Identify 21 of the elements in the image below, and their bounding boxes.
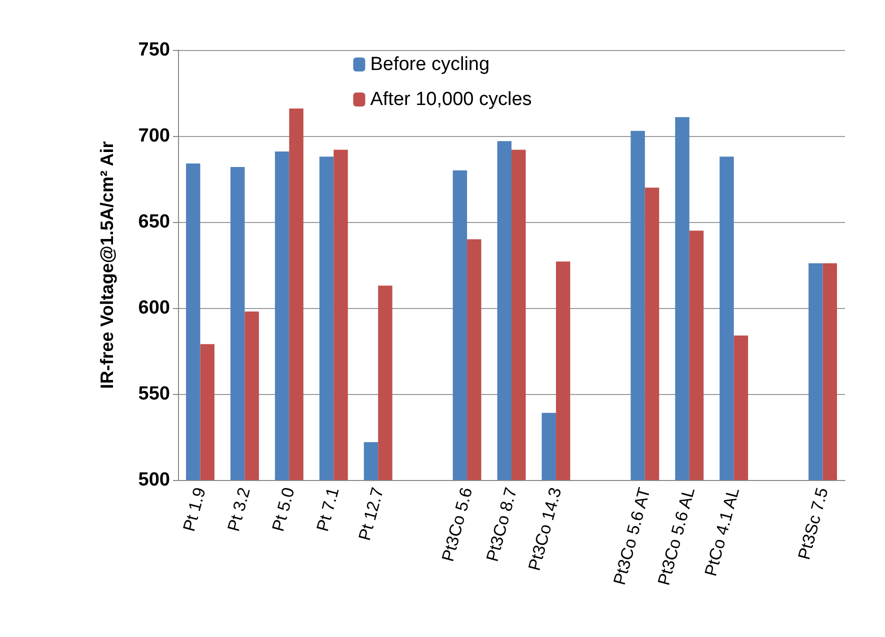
x-tick-label: Pt 5.0 <box>268 486 298 534</box>
x-tick-label: Pt 3.2 <box>224 486 254 534</box>
y-axis-title: IR-free Voltage@1.5A/cm² Air <box>97 141 117 389</box>
x-tick-label: Pt3Co 5.6 <box>438 486 476 564</box>
x-tick-label: Pt3Co 5.6 AL <box>654 486 699 588</box>
x-tick-label: PtCo 4.1 AL <box>701 486 744 578</box>
x-tick-label: Pt3Co 14.3 <box>524 486 566 573</box>
y-tick-label: 550 <box>138 384 170 404</box>
y-tick-label: 500 <box>138 470 170 490</box>
legend-label: After 10,000 cycles <box>370 89 532 110</box>
y-tick-label: 600 <box>138 298 170 318</box>
y-tick-label: 700 <box>138 126 170 146</box>
x-tick-label: Pt 1.9 <box>180 486 210 534</box>
y-tick-label: 650 <box>138 212 170 232</box>
x-tick-label: Pt 7.1 <box>312 486 343 534</box>
legend-label: Before cycling <box>370 54 490 75</box>
x-tick-label: Pt 12.7 <box>354 486 388 542</box>
y-tick-label: 750 <box>138 40 170 60</box>
x-tick-label: Pt3Sc 7.5 <box>794 486 832 562</box>
x-tick-label: Pt3Co 5.6 AT <box>610 486 654 587</box>
x-tick-label: Pt3Co 8.7 <box>482 486 521 564</box>
